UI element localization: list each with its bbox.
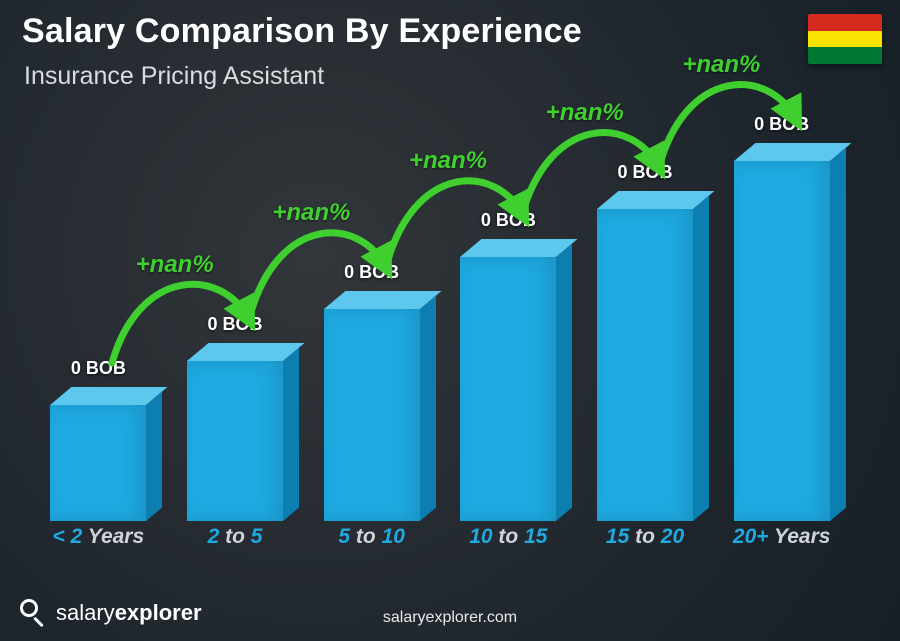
bar-side-face xyxy=(693,196,709,521)
bar-value-label: 0 BOB xyxy=(292,262,452,283)
flag-stripe-yellow xyxy=(808,31,882,48)
infographic-stage: Salary Comparison By Experience Insuranc… xyxy=(0,0,900,641)
bar-side-face xyxy=(146,392,162,521)
bar-front xyxy=(50,405,146,521)
increase-arc-label: +nan% xyxy=(136,251,214,279)
increase-arc-label: +nan% xyxy=(682,51,760,79)
bar-front xyxy=(460,257,556,521)
bar-wrap: 0 BOB xyxy=(713,120,850,521)
increase-arc-label: +nan% xyxy=(272,199,350,227)
bar-side-face xyxy=(556,244,572,521)
chart-subtitle: Insurance Pricing Assistant xyxy=(24,62,324,91)
footer-url: salaryexplorer.com xyxy=(383,609,517,627)
x-label: 2 to 5 xyxy=(167,525,304,561)
bar-front xyxy=(734,161,830,521)
bar-value-label: 0 BOB xyxy=(155,314,315,335)
bar-wrap: 0 BOB xyxy=(303,120,440,521)
increase-arc-label: +nan% xyxy=(546,99,624,127)
bar-value-label: 0 BOB xyxy=(702,114,862,135)
x-label: < 2 Years xyxy=(30,525,167,561)
bar-wrap: 0 BOB xyxy=(30,120,167,521)
x-label: 15 to 20 xyxy=(577,525,714,561)
x-label: 20+ Years xyxy=(713,525,850,561)
brand-text-a: salary xyxy=(56,600,115,625)
bar-front xyxy=(187,361,283,521)
chart-title: Salary Comparison By Experience xyxy=(22,12,582,51)
x-label: 10 to 15 xyxy=(440,525,577,561)
increase-arc-label: +nan% xyxy=(409,147,487,175)
bars-container: 0 BOB0 BOB0 BOB0 BOB0 BOB0 BOB xyxy=(30,120,850,521)
brand-text-b: explorer xyxy=(115,600,202,625)
flag-stripe-green xyxy=(808,47,882,64)
bar-chart: 0 BOB0 BOB0 BOB0 BOB0 BOB0 BOB < 2 Years… xyxy=(30,120,850,561)
x-label: 5 to 10 xyxy=(303,525,440,561)
bar-side-face xyxy=(420,296,436,521)
brand-text: salaryexplorer xyxy=(56,600,202,626)
bar-wrap: 0 BOB xyxy=(440,120,577,521)
bar-wrap: 0 BOB xyxy=(167,120,304,521)
bar-value-label: 0 BOB xyxy=(18,358,178,379)
bar-value-label: 0 BOB xyxy=(428,210,588,231)
bar-wrap: 0 BOB xyxy=(577,120,714,521)
brand-logo: salaryexplorer xyxy=(20,599,202,627)
bar-value-label: 0 BOB xyxy=(565,162,725,183)
bar-side-face xyxy=(830,148,846,521)
bar-side-face xyxy=(283,348,299,521)
bar-front xyxy=(597,209,693,521)
flag-stripe-red xyxy=(808,14,882,31)
search-icon xyxy=(20,599,48,627)
flag-bolivia xyxy=(808,14,882,64)
x-labels: < 2 Years2 to 55 to 1010 to 1515 to 2020… xyxy=(30,525,850,561)
bar-front xyxy=(324,309,420,521)
